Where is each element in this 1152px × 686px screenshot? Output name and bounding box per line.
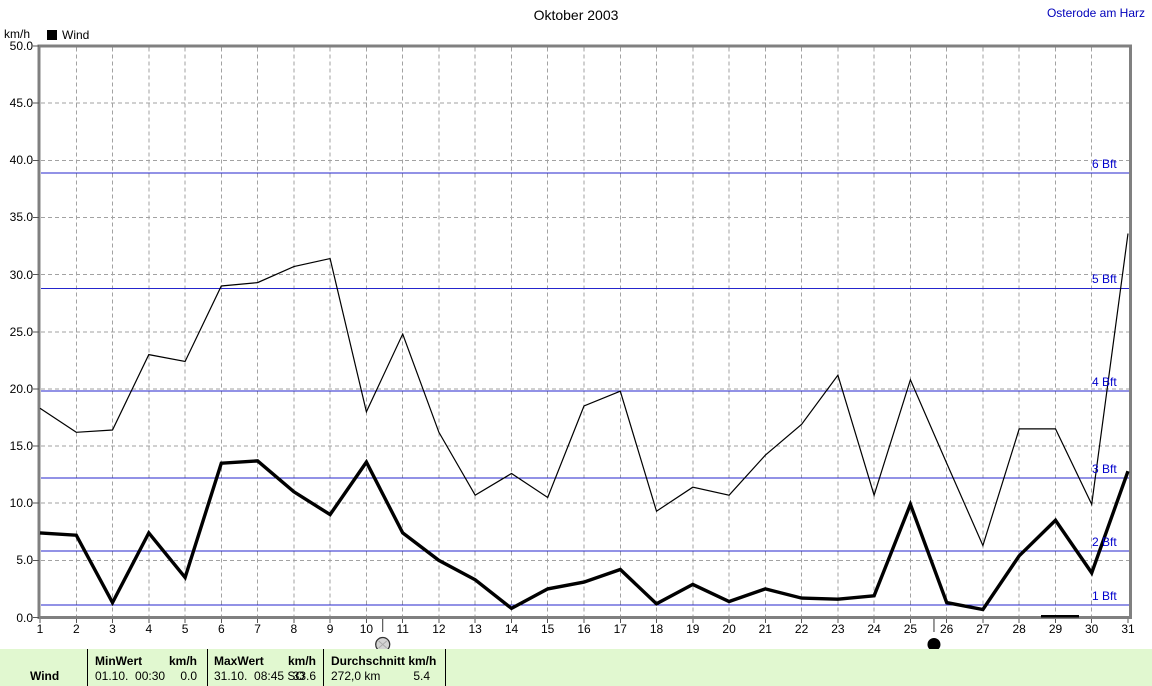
bft-label: 3 Bft bbox=[1092, 462, 1117, 477]
x-axis-label: 3 bbox=[109, 622, 116, 636]
status-bar: Wind MinWert km/h 01.10. 00:30 0.0 MaxWe… bbox=[0, 649, 1152, 686]
x-axis-label: 24 bbox=[867, 622, 881, 636]
status-divider bbox=[445, 649, 446, 686]
maxwert-header: MaxWert bbox=[214, 654, 264, 668]
x-axis-label: 29 bbox=[1048, 622, 1063, 636]
y-axis-label: 45.0 bbox=[9, 96, 33, 111]
x-axis-label: 27 bbox=[976, 622, 990, 636]
x-axis-label: 28 bbox=[1012, 622, 1026, 636]
x-axis-label: 13 bbox=[468, 622, 482, 636]
x-axis-label: 10 bbox=[359, 622, 374, 636]
x-axis-label: 11 bbox=[396, 622, 409, 636]
x-axis-label: 9 bbox=[326, 622, 334, 636]
x-axis-label: 15 bbox=[541, 622, 555, 636]
x-axis-label: 18 bbox=[649, 622, 664, 636]
windweg-value: 272,0 km bbox=[331, 669, 381, 683]
y-axis-label: 35.0 bbox=[9, 210, 33, 225]
durchschnitt-value: 5.4 bbox=[413, 669, 430, 683]
y-axis-label: 30.0 bbox=[9, 267, 33, 282]
y-axis-label: 10.0 bbox=[9, 496, 33, 511]
x-axis-label: 8 bbox=[290, 622, 298, 636]
maxwert-value: 33.6 bbox=[292, 669, 316, 683]
status-row-label: Wind bbox=[30, 669, 60, 683]
station-name: Osterode am Harz bbox=[1046, 6, 1145, 20]
status-divider bbox=[323, 649, 324, 686]
minwert-datetime: 01.10. 00:30 bbox=[95, 669, 166, 683]
full-moon-icon bbox=[375, 636, 391, 649]
x-axis-label: 17 bbox=[613, 622, 627, 636]
x-axis-label: 1 bbox=[36, 622, 44, 636]
status-divider bbox=[87, 649, 88, 686]
y-axis-label: 25.0 bbox=[9, 324, 33, 339]
legend: Wind bbox=[47, 28, 90, 42]
maxwert-unit: km/h bbox=[287, 654, 316, 668]
x-axis-label: 12 bbox=[432, 622, 446, 636]
new-moon-icon bbox=[927, 638, 941, 649]
x-axis-label: 5 bbox=[181, 622, 189, 636]
bft-label: 1 Bft bbox=[1092, 588, 1117, 603]
wind-legend-label: Wind bbox=[62, 28, 90, 42]
x-axis-label: 23 bbox=[831, 622, 845, 636]
x-axis-label: 19 bbox=[686, 622, 700, 636]
x-axis-label: 31 bbox=[1121, 622, 1135, 636]
minwert-unit: km/h bbox=[168, 654, 197, 668]
y-axis-label: 40.0 bbox=[9, 153, 33, 168]
x-axis-label: 2 bbox=[72, 622, 80, 636]
y-axis-unit-label: km/h bbox=[4, 27, 31, 41]
page-title: Oktober 2003 bbox=[533, 7, 619, 23]
wind-line-chart bbox=[33, 44, 1132, 649]
y-axis-label: 0.0 bbox=[16, 610, 33, 625]
x-axis-label: 20 bbox=[722, 622, 736, 636]
wind-thin-series bbox=[39, 233, 1129, 548]
bft-label: 4 Bft bbox=[1092, 375, 1117, 390]
x-axis-label: 21 bbox=[758, 622, 772, 636]
wind-thick-series bbox=[39, 458, 1130, 612]
x-axis-label: 7 bbox=[254, 622, 261, 636]
x-axis-label: 30 bbox=[1085, 622, 1099, 636]
x-axis-label: 26 bbox=[940, 622, 954, 636]
x-axis-label: 25 bbox=[903, 622, 918, 636]
y-axis-label: 15.0 bbox=[9, 439, 33, 454]
minwert-header: MinWert bbox=[95, 654, 143, 668]
y-axis-label: 20.0 bbox=[9, 381, 33, 396]
maxwert-datetime: 31.10. 08:45 SO bbox=[214, 669, 305, 683]
bft-label: 2 Bft bbox=[1092, 535, 1117, 550]
x-axis-label: 4 bbox=[145, 622, 153, 636]
y-axis-label: 5.0 bbox=[16, 553, 33, 568]
x-axis-label: 6 bbox=[217, 622, 225, 636]
durchschnitt-header: Durchschnitt km/h bbox=[331, 654, 437, 668]
x-axis-label: 22 bbox=[794, 622, 809, 636]
bft-label: 6 Bft bbox=[1092, 156, 1117, 171]
x-axis-label: 16 bbox=[577, 622, 591, 636]
x-axis-label: 14 bbox=[504, 622, 519, 636]
wind-legend-swatch bbox=[47, 30, 57, 40]
y-axis-label: 50.0 bbox=[9, 39, 33, 53]
status-divider bbox=[207, 649, 208, 686]
bft-label: 5 Bft bbox=[1092, 272, 1117, 287]
minwert-value: 0.0 bbox=[180, 669, 197, 683]
